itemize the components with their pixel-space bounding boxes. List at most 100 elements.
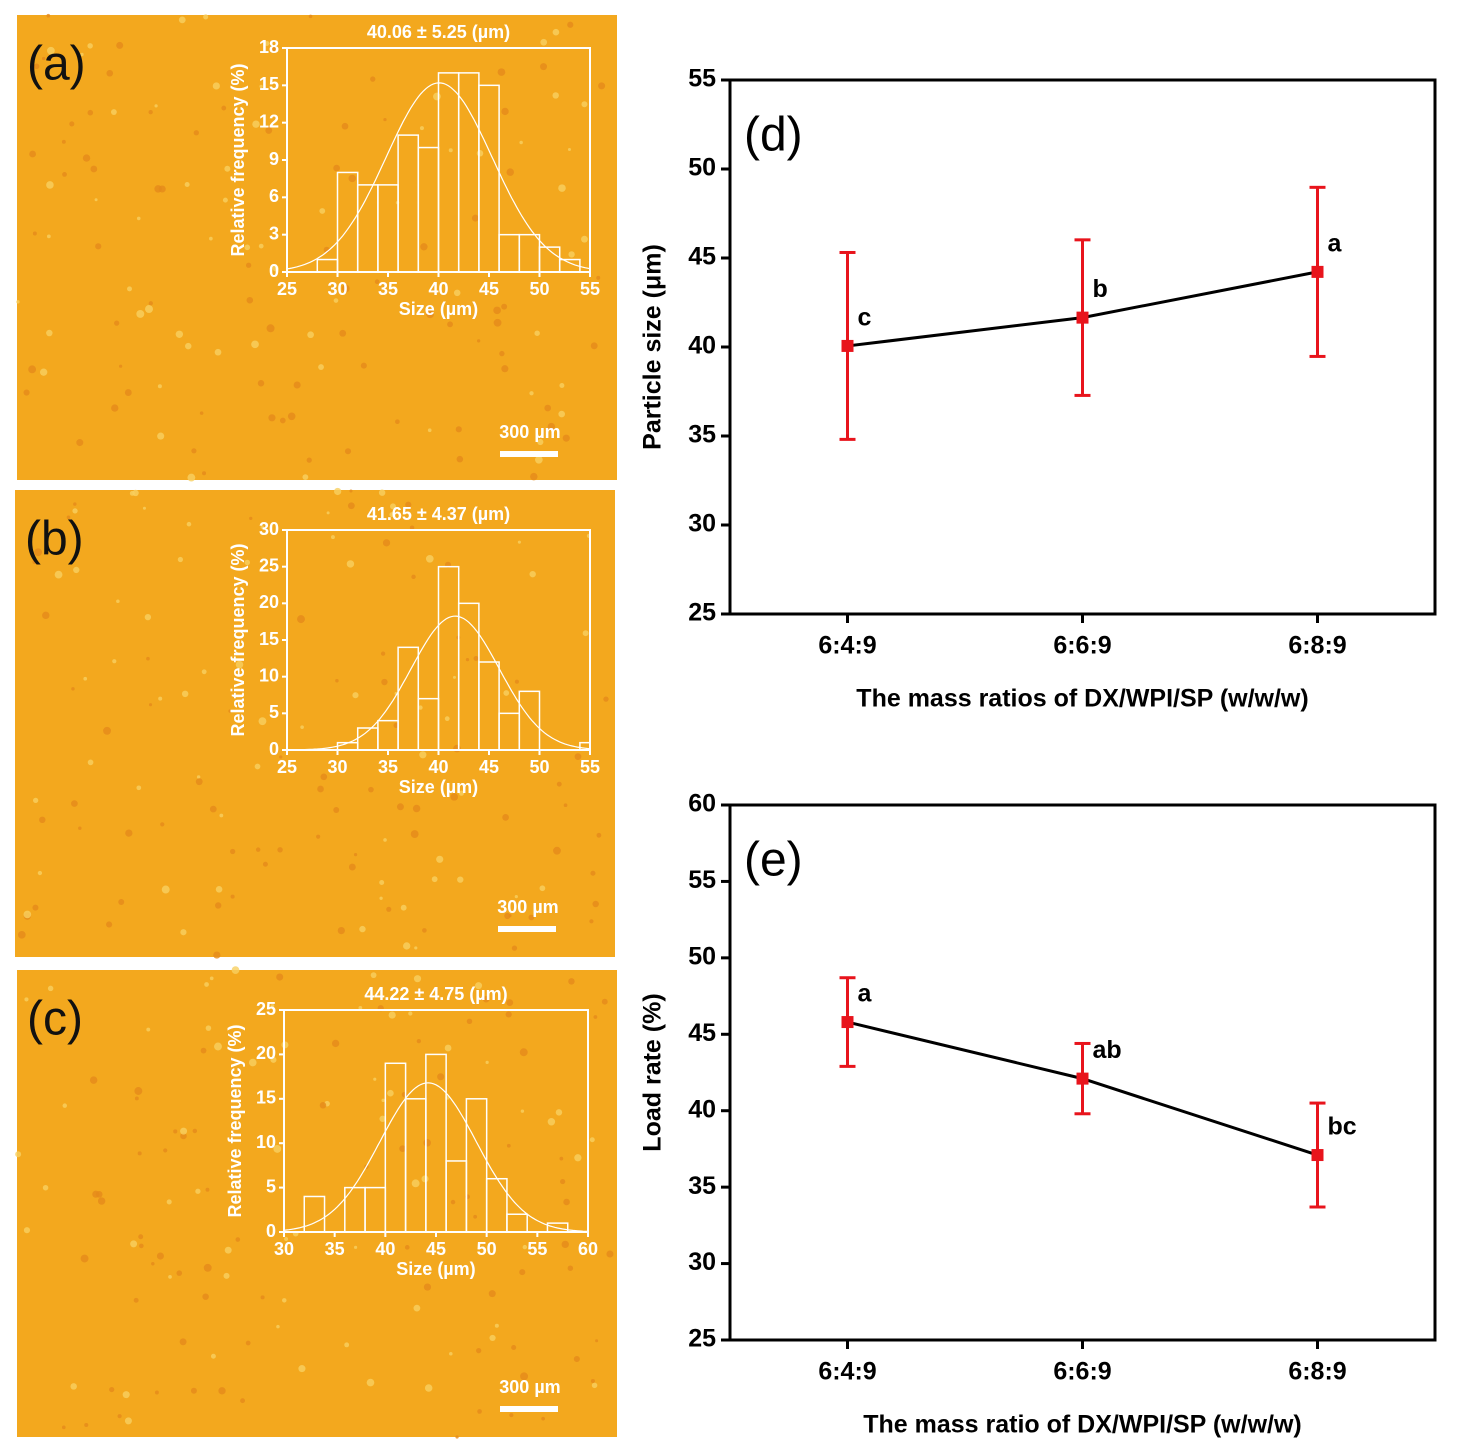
particle (567, 21, 574, 28)
particle (395, 419, 400, 425)
particle (282, 1298, 287, 1303)
particle (563, 1198, 570, 1206)
particle (574, 1154, 582, 1162)
particle (426, 310, 434, 319)
particle (590, 1378, 595, 1384)
particle (511, 1344, 517, 1351)
particle (380, 651, 386, 656)
particle (235, 660, 244, 669)
particle (176, 1270, 183, 1276)
particle (400, 904, 407, 911)
particle (224, 165, 231, 172)
scale-bar-label: 300 µm (497, 897, 558, 917)
particle (125, 829, 133, 837)
y-tick-label: 15 (259, 74, 279, 94)
particle (32, 231, 37, 236)
particle (212, 82, 220, 90)
particle (266, 324, 275, 333)
particle (416, 1039, 421, 1044)
particle (70, 1383, 77, 1390)
particle (493, 318, 502, 327)
y-tick-label: 35 (688, 1172, 716, 1200)
particle (341, 284, 350, 293)
y-tick-label: 18 (259, 37, 279, 57)
particle (519, 1048, 528, 1057)
x-tick-label: 55 (580, 757, 600, 777)
particle (411, 1179, 420, 1188)
particle (224, 1246, 232, 1254)
particle (192, 1128, 198, 1134)
particle (427, 428, 432, 433)
panel-label: (d) (744, 109, 803, 162)
x-tick-label: 30 (327, 279, 347, 299)
particle (334, 487, 342, 496)
particle (568, 978, 575, 985)
particle (111, 404, 119, 412)
particle (244, 559, 250, 566)
y-tick-label: 20 (259, 592, 279, 612)
particle (277, 847, 283, 853)
particle (205, 1187, 210, 1192)
particle (276, 973, 284, 981)
particle (199, 411, 204, 415)
x-tick-label: 50 (529, 279, 549, 299)
particle (450, 1199, 456, 1205)
particle (210, 1353, 216, 1359)
particle (582, 630, 589, 637)
y-tick-label: 25 (256, 999, 276, 1019)
panel-label: (c) (27, 993, 83, 1046)
particle (61, 139, 66, 144)
x-axis-label: The mass ratio of DX/WPI/SP (w/w/w) (863, 1411, 1302, 1439)
x-tick-label: 50 (477, 1239, 497, 1259)
particle (255, 847, 261, 852)
particle (306, 457, 312, 463)
particle (561, 1240, 569, 1249)
particle (124, 1417, 132, 1425)
bar (465, 1098, 488, 1232)
particle (23, 910, 32, 919)
particle (448, 148, 453, 153)
micrograph (15, 490, 615, 957)
particle (317, 785, 324, 793)
particle (190, 1387, 197, 1394)
particle (23, 389, 30, 396)
particle (517, 540, 521, 544)
particle (16, 300, 20, 304)
particle (606, 1250, 614, 1258)
particle (71, 800, 78, 807)
x-tick-label: 6:8:9 (1288, 632, 1346, 660)
x-tick-label: 6:8:9 (1288, 1358, 1346, 1386)
particle (562, 434, 570, 442)
particle (590, 870, 596, 876)
particle (379, 880, 385, 886)
particle (71, 687, 75, 691)
particle (219, 813, 224, 818)
particle (453, 744, 461, 753)
particle (511, 945, 518, 951)
particle (118, 899, 125, 905)
particle (456, 455, 464, 463)
particle (103, 726, 111, 735)
particle (78, 826, 82, 830)
particle (259, 84, 263, 89)
particle (386, 906, 392, 912)
particle (560, 1178, 566, 1185)
y-axis-label: Relative frequency (%) (228, 543, 248, 736)
particle (520, 1109, 525, 1113)
point (1076, 311, 1089, 324)
particle (455, 426, 462, 433)
particle (133, 1297, 139, 1303)
particle (423, 1139, 431, 1147)
particle (260, 1295, 265, 1300)
panel-label: (e) (744, 834, 803, 887)
micrograph (17, 15, 617, 480)
particle (61, 1425, 66, 1430)
particle (139, 1243, 144, 1249)
particle (489, 1334, 496, 1342)
particle (17, 930, 26, 939)
particle (119, 364, 123, 368)
particle (187, 473, 196, 482)
particle (348, 174, 356, 183)
annotation: a (1328, 229, 1343, 257)
x-tick-label: 45 (479, 279, 499, 299)
